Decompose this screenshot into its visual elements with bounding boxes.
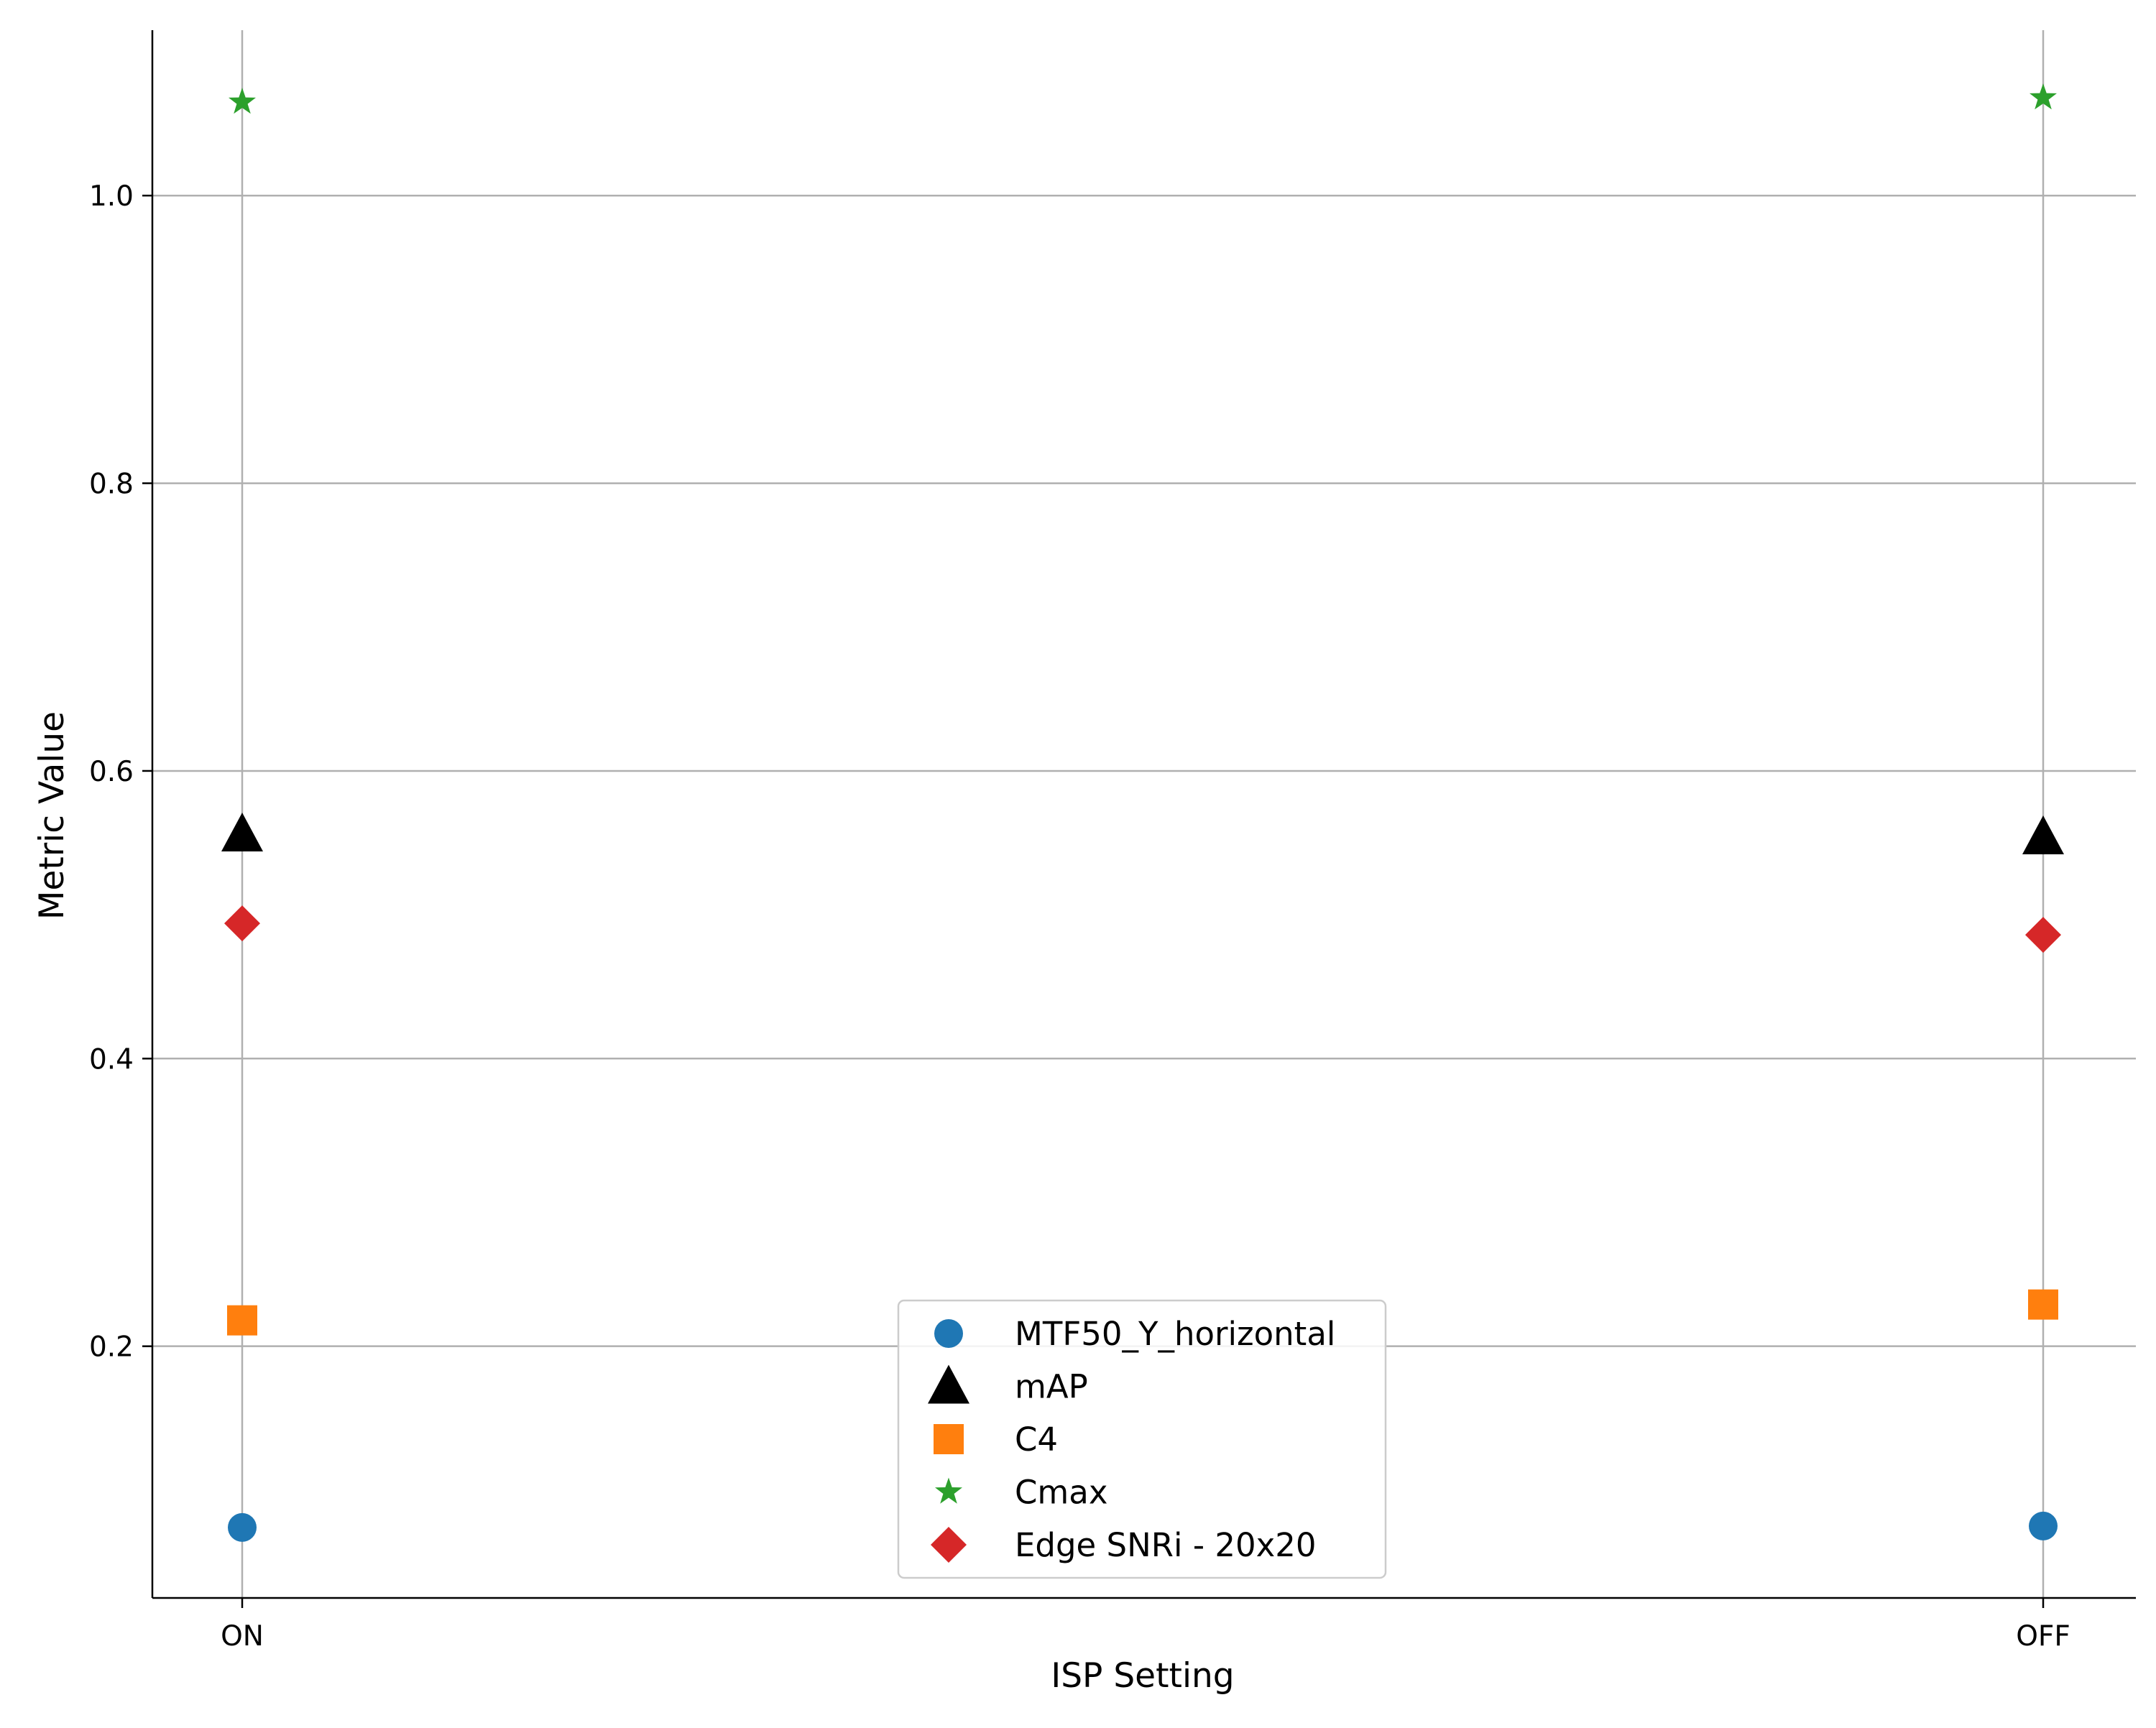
y-axis-label: Metric Value bbox=[32, 711, 72, 920]
data-point-star bbox=[2030, 83, 2057, 110]
legend-label: Edge SNRi - 20x20 bbox=[1015, 1526, 1317, 1564]
data-point-square bbox=[2028, 1289, 2058, 1320]
legend-label: mAP bbox=[1015, 1368, 1088, 1406]
legend-label: MTF50_Y_horizontal bbox=[1015, 1315, 1335, 1353]
y-tick-label: 0.6 bbox=[89, 756, 134, 788]
legend-label: C4 bbox=[1015, 1420, 1058, 1459]
y-tick-label: 0.2 bbox=[89, 1331, 134, 1364]
data-point-square bbox=[227, 1305, 257, 1336]
x-tick-label: OFF bbox=[2016, 1620, 2070, 1653]
legend-marker-square bbox=[934, 1424, 964, 1454]
y-tick-label: 0.4 bbox=[89, 1043, 134, 1076]
data-point-triangle bbox=[221, 813, 263, 852]
y-tick-label: 1.0 bbox=[89, 180, 134, 213]
data-point-triangle bbox=[2022, 816, 2064, 855]
legend-label: Cmax bbox=[1015, 1474, 1107, 1512]
data-points bbox=[221, 83, 2064, 1542]
legend-box bbox=[897, 1299, 1387, 1579]
legend: MTF50_Y_horizontal mAP C4 Cmax Edge SNRi - 2… bbox=[897, 1299, 1387, 1579]
legend-marker-star bbox=[935, 1477, 962, 1504]
x-tick-label: ON bbox=[221, 1620, 264, 1653]
data-point-diamond bbox=[2025, 917, 2061, 953]
legend-marker-diamond bbox=[931, 1527, 967, 1563]
y-tick-label: 0.8 bbox=[89, 468, 134, 501]
x-axis-label: ISP Setting bbox=[1051, 1656, 1234, 1696]
data-point-circle bbox=[2029, 1511, 2058, 1540]
data-point-diamond bbox=[224, 905, 260, 942]
legend-marker-circle bbox=[934, 1319, 963, 1348]
legend-marker-triangle bbox=[928, 1364, 969, 1404]
axes bbox=[142, 30, 2136, 1608]
data-point-star bbox=[229, 88, 256, 114]
tick-labels: 0.2 0.4 0.6 0.8 1.0 ON OFF bbox=[89, 180, 2070, 1653]
data-point-circle bbox=[228, 1512, 257, 1542]
